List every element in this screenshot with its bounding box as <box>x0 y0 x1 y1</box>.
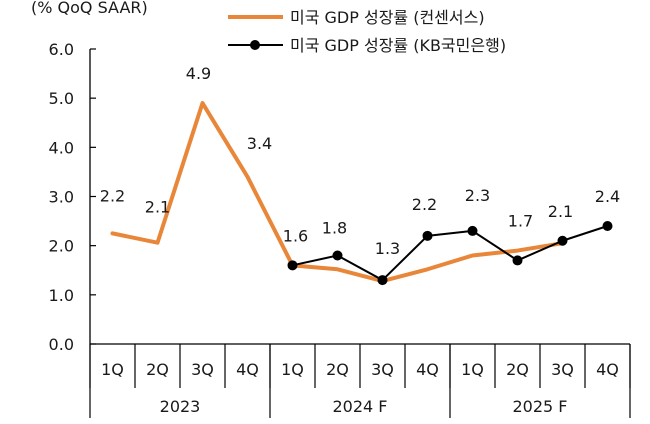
x-tick-label: 1Q <box>281 360 304 379</box>
series-line-1 <box>291 225 609 282</box>
y-tick-label: 5.0 <box>49 89 74 108</box>
data-label: 1.3 <box>375 239 400 258</box>
data-label: 1.6 <box>283 226 308 245</box>
y-tick-label: 1.0 <box>49 286 74 305</box>
data-label: 2.3 <box>465 186 490 205</box>
data-label: 2.1 <box>548 202 573 221</box>
y-tick-label: 2.0 <box>49 237 74 256</box>
data-point <box>377 275 388 286</box>
year-group-label: 2024 F <box>332 397 387 416</box>
legend-swatch-marker <box>250 40 260 50</box>
plot-area: 2.2 2.1 4.9 3.4 1.6 1.8 1.3 2.2 2.3 1.7 2.1 2.4 <box>100 64 620 286</box>
x-tick-label: 4Q <box>596 360 619 379</box>
x-tick-label: 4Q <box>236 360 259 379</box>
y-tick-label: 4.0 <box>49 138 74 157</box>
x-tick-label: 1Q <box>101 360 124 379</box>
unit-label: (% QoQ SAAR) <box>31 0 148 17</box>
data-point <box>602 221 613 231</box>
x-tick-label: 1Q <box>461 360 484 379</box>
legend-label: 미국 GDP 성장률 (KB국민은행) <box>290 36 506 55</box>
axes: 0.0 1.0 2.0 3.0 4.0 5.0 6.0 1Q 2Q 3Q 4Q 1Q 2Q 3Q 4Q 1Q 2… <box>49 40 631 418</box>
data-point <box>467 225 478 236</box>
data-label: 4.9 <box>186 64 211 83</box>
data-point <box>512 255 523 266</box>
data-label: 3.4 <box>247 134 272 153</box>
x-tick-label: 2Q <box>326 360 349 379</box>
series-line-0 <box>110 101 565 284</box>
legend: 미국 GDP 성장률 (컨센서스) 미국 GDP 성장률 (KB국민은행) <box>228 8 506 55</box>
data-point <box>557 235 568 246</box>
y-tick-label: 0.0 <box>49 335 74 354</box>
x-tick-label: 2Q <box>146 360 169 379</box>
x-tick-label: 4Q <box>416 360 439 379</box>
data-label: 1.7 <box>508 211 533 230</box>
data-label: 1.8 <box>322 219 347 238</box>
data-point <box>332 250 343 261</box>
year-group-label: 2025 F <box>512 397 567 416</box>
data-label: 2.4 <box>595 187 620 206</box>
y-tick-label: 6.0 <box>49 40 74 59</box>
x-tick-label: 3Q <box>551 360 574 379</box>
x-tick-label: 2Q <box>506 360 529 379</box>
legend-label: 미국 GDP 성장률 (컨센서스) <box>290 8 485 27</box>
data-point <box>287 260 298 271</box>
y-tick-label: 3.0 <box>49 188 74 207</box>
year-group-label: 2023 <box>160 397 201 416</box>
data-label: 2.1 <box>145 198 170 217</box>
data-label: 2.2 <box>412 195 437 214</box>
x-tick-label: 3Q <box>371 360 394 379</box>
data-point <box>422 230 433 241</box>
x-tick-label: 3Q <box>191 360 214 379</box>
data-label: 2.2 <box>100 186 125 205</box>
